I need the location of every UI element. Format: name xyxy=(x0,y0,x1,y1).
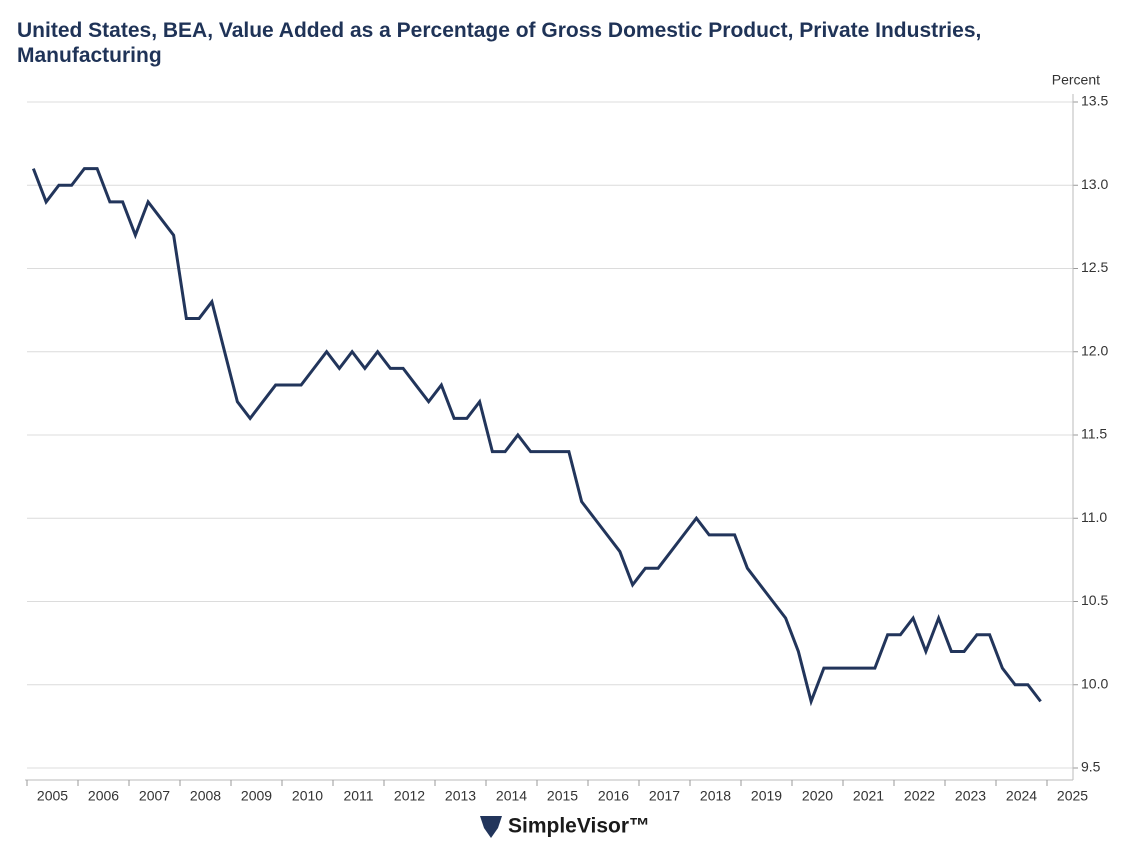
y-tick-label: 11.0 xyxy=(1081,509,1107,525)
x-tick-label: 2014 xyxy=(496,788,527,804)
x-tick-label: 2025 xyxy=(1057,788,1088,804)
x-tick-label: 2022 xyxy=(904,788,935,804)
line-series xyxy=(31,167,1042,707)
x-tick-label: 2016 xyxy=(598,788,629,804)
x-tick-label: 2024 xyxy=(1006,788,1037,804)
y-tick-label: 10.5 xyxy=(1081,592,1108,608)
y-axis-label: Percent xyxy=(1052,72,1100,88)
x-tick-label: 2021 xyxy=(853,788,884,804)
x-tick-label: 2008 xyxy=(190,788,221,804)
y-tick-label: 12.0 xyxy=(1081,342,1108,358)
y-tick-label: 12.5 xyxy=(1081,259,1108,275)
x-tick-label: 2005 xyxy=(37,788,68,804)
x-tick-label: 2019 xyxy=(751,788,782,804)
y-tick-label: 13.5 xyxy=(1081,93,1108,109)
x-tick-label: 2006 xyxy=(88,788,119,804)
x-tick-label: 2009 xyxy=(241,788,272,804)
y-tick-label: 9.5 xyxy=(1081,759,1101,775)
x-tick-label: 2012 xyxy=(394,788,425,804)
x-tick-label: 2017 xyxy=(649,788,680,804)
x-tick-label: 2020 xyxy=(802,788,833,804)
x-tick-label: 2010 xyxy=(292,788,323,804)
logo-text: SimpleVisor™ xyxy=(508,815,650,838)
y-tick-label: 10.0 xyxy=(1081,675,1108,691)
x-tick-label: 2007 xyxy=(139,788,170,804)
logo-icon xyxy=(480,816,502,838)
x-tick-label: 2018 xyxy=(700,788,731,804)
chart-title: United States, BEA, Value Added as a Per… xyxy=(17,19,982,67)
y-tick-label: 13.0 xyxy=(1081,176,1108,192)
x-tick-label: 2015 xyxy=(547,788,578,804)
logo: SimpleVisor™ xyxy=(480,815,650,838)
y-tick-label: 11.5 xyxy=(1081,426,1107,442)
x-tick-label: 2023 xyxy=(955,788,986,804)
x-tick-label: 2011 xyxy=(343,788,373,804)
x-tick-label: 2013 xyxy=(445,788,476,804)
